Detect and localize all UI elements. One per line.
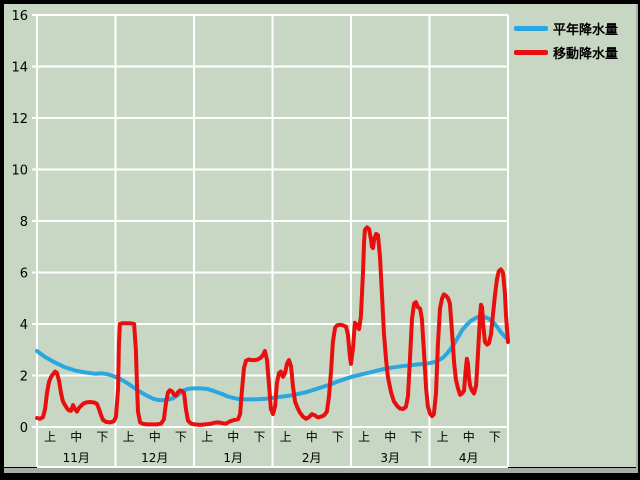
period-label: 中 xyxy=(227,429,239,444)
y-tick-label: 0 xyxy=(20,421,28,436)
month-label: 4月 xyxy=(459,451,479,465)
legend-item-moving-precipitation: 移動降水量 xyxy=(514,40,618,64)
legend: 平年降水量 移動降水量 xyxy=(514,16,618,64)
bottom-bezel xyxy=(4,468,636,473)
period-label: 上 xyxy=(123,430,135,444)
y-tick-label: 14 xyxy=(11,61,28,76)
series-line-moving xyxy=(35,225,510,427)
legend-label-normal-precipitation: 平年降水量 xyxy=(553,22,619,38)
y-tick-label: 10 xyxy=(11,164,28,179)
month-label: 1月 xyxy=(223,451,243,465)
period-label: 中 xyxy=(70,429,82,444)
period-label: 上 xyxy=(280,430,292,444)
y-tick-label: 2 xyxy=(20,370,28,385)
series-line-normal xyxy=(35,314,510,403)
y-tick-label: 4 xyxy=(20,318,28,333)
y-axis-labels: 0 2 4 6 8 10 12 14 16 xyxy=(11,9,28,436)
legend-item-normal-precipitation: 平年降水量 xyxy=(514,16,618,40)
period-label: 上 xyxy=(201,430,213,444)
period-label: 下 xyxy=(175,430,187,444)
period-label: 上 xyxy=(358,430,370,444)
legend-line-red xyxy=(514,49,548,55)
period-label: 中 xyxy=(384,429,396,444)
period-label: 下 xyxy=(96,430,108,444)
y-tick-label: 6 xyxy=(20,267,28,282)
month-label: 2月 xyxy=(302,451,322,465)
period-label: 上 xyxy=(44,430,56,444)
period-label: 中 xyxy=(463,429,475,444)
y-tick-label: 12 xyxy=(11,112,28,127)
y-tick-label: 16 xyxy=(11,9,28,24)
period-label: 中 xyxy=(149,429,161,444)
y-tick-label: 8 xyxy=(20,215,28,230)
month-label: 3月 xyxy=(380,451,400,465)
right-bezel xyxy=(636,4,638,473)
month-label: 11月 xyxy=(63,451,90,465)
period-label: 下 xyxy=(410,430,422,444)
month-label: 12月 xyxy=(141,451,168,465)
period-label: 中 xyxy=(306,429,318,444)
x-axis-labels: 上中下11月上中下12月上中下1月上中下2月上中下3月上中下4月 xyxy=(44,429,501,465)
period-label: 上 xyxy=(437,430,449,444)
period-label: 下 xyxy=(332,430,344,444)
period-label: 下 xyxy=(253,430,265,444)
legend-line-blue xyxy=(514,25,548,31)
legend-label-moving-precipitation: 移動降水量 xyxy=(553,46,619,62)
period-label: 下 xyxy=(489,430,501,444)
